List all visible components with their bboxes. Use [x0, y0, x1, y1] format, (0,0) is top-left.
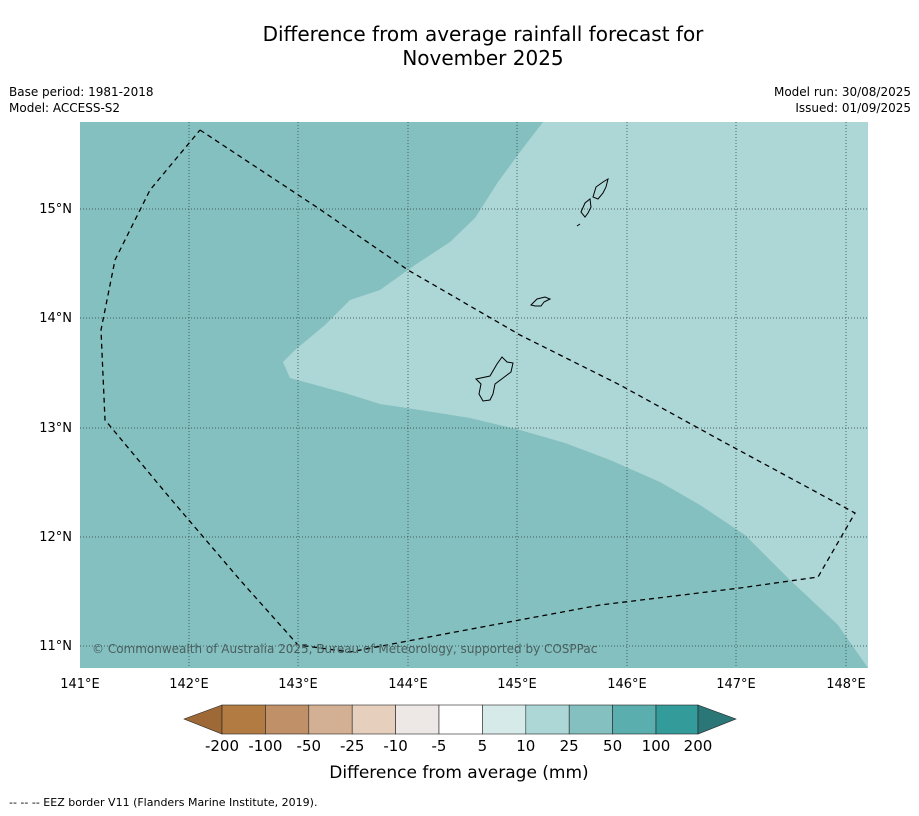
title-line-1: Difference from average rainfall forecas… [262, 22, 704, 46]
colorbar-tick-label: -25 [340, 737, 365, 755]
rainfall-region-10-25 [283, 122, 868, 668]
run-info: Model run: 30/08/2025 Issued: 01/09/2025 [774, 84, 911, 116]
longitude-axis: 141°E 142°E 143°E 144°E 145°E 146°E 147°… [60, 677, 866, 692]
island-rota [530, 296, 552, 307]
colorbar [183, 704, 737, 735]
colorbar-tick-label: -50 [297, 737, 322, 755]
colorbar-tick-label: 10 [516, 737, 535, 755]
colorbar-low-extend [183, 704, 223, 735]
eez-footnote: -- -- -- EEZ border V11 (Flanders Marine… [9, 796, 318, 809]
island-tinian [580, 198, 592, 218]
model-run-date: Model run: 30/08/2025 [773, 85, 911, 99]
colorbar-tick-label: 200 [684, 737, 713, 755]
colorbar-tick-label: -10 [383, 737, 408, 755]
gridlines [80, 122, 868, 668]
colorbar-tick-label: 50 [603, 737, 622, 755]
colorbar-tick-label: 100 [642, 737, 671, 755]
copyright-text: © Commonwealth of Australia 2025, Bureau… [92, 642, 597, 656]
latitude-axis: 15°N 14°N 13°N 12°N 11°N [39, 202, 72, 654]
colorbar-swatch [351, 704, 396, 735]
lat-tick-label: 15°N [39, 202, 72, 217]
colorbar-title: Difference from average (mm) [329, 763, 588, 783]
colorbar-swatch [438, 704, 483, 735]
issued-date: Issued: 01/09/2025 [795, 101, 911, 115]
colorbar-tick-label: 5 [478, 737, 488, 755]
lon-tick-label: 144°E [388, 677, 428, 692]
colorbar-swatch [265, 704, 310, 735]
island-guam [474, 356, 514, 402]
lon-tick-label: 142°E [169, 677, 209, 692]
lat-tick-label: 11°N [39, 639, 72, 654]
islands [474, 177, 609, 402]
colorbar-swatch [612, 704, 657, 735]
colorbar-swatch [395, 704, 440, 735]
colorbar-swatch [525, 704, 570, 735]
island-saipan [592, 177, 609, 200]
lat-tick-label: 13°N [39, 421, 72, 436]
lat-tick-label: 14°N [39, 311, 72, 326]
colorbar-ticks: -200 -100 -50 -25 -10 -5 5 10 25 50 100 … [205, 737, 712, 755]
chart-title: Difference from average rainfall forecas… [0, 22, 919, 70]
lat-tick-label: 12°N [39, 530, 72, 545]
colorbar-tick-label: -200 [205, 737, 239, 755]
lon-tick-label: 148°E [826, 677, 866, 692]
colorbar-swatch [655, 704, 699, 735]
lon-tick-label: 141°E [60, 677, 100, 692]
model-name: Model: ACCESS-S2 [9, 101, 121, 115]
lon-tick-label: 146°E [607, 677, 647, 692]
colorbar-swatch [568, 704, 613, 735]
colorbar-tick-label: -5 [432, 737, 447, 755]
colorbar-tick-label: -100 [248, 737, 282, 755]
model-info: Base period: 1981-2018 Model: ACCESS-S2 [9, 84, 154, 116]
colorbar-swatch [482, 704, 527, 735]
colorbar-high-extend [697, 704, 737, 735]
base-period: Base period: 1981-2018 [9, 85, 154, 99]
lon-tick-label: 147°E [716, 677, 756, 692]
title-line-2: November 2025 [402, 46, 564, 70]
lon-tick-label: 143°E [278, 677, 318, 692]
island-aguijan [576, 223, 581, 227]
colorbar-tick-label: 25 [560, 737, 579, 755]
lon-tick-label: 145°E [497, 677, 537, 692]
colorbar-swatch [308, 704, 353, 735]
colorbar-swatch [221, 704, 266, 735]
eez-border [100, 129, 856, 653]
